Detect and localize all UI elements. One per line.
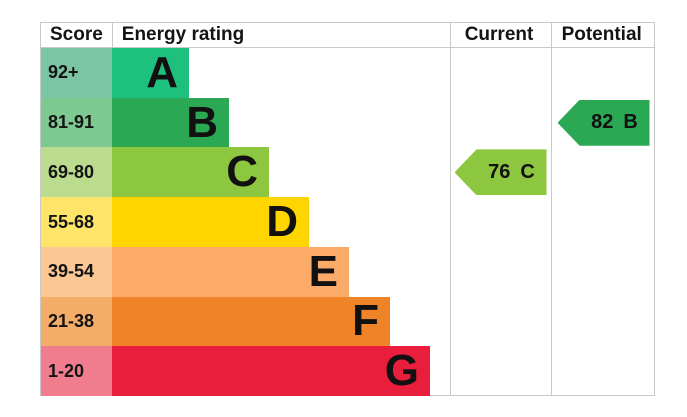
band-row-e: 39-54 E [41,246,450,297]
band-letter: E [308,246,338,296]
band-letter: A [146,47,178,97]
current-column-header: Current [464,24,534,45]
score-range-cell: 1-20 [41,346,112,397]
band-letter: G [384,346,419,396]
current-band-letter: C [520,160,535,183]
energy-rating-column-header: Energy rating [121,24,245,45]
band-row-b: 81-91 B [41,97,450,148]
potential-column-header: Potential [561,24,642,45]
band-row-c: 69-80 C [41,147,450,198]
score-range-cell: 55-68 [41,197,112,247]
score-column-header: Score [49,24,103,45]
band-row-g: 1-20 G [41,346,450,397]
band-bar-a: A [112,48,189,98]
band-bar-d: D [112,197,309,247]
potential-rating-arrow: 82 B [557,99,650,146]
band-bar-e: E [112,246,349,297]
band-bar-g: G [112,346,430,397]
header-row: Score Energy rating Current Potential [41,23,654,48]
band-letter: F [352,296,379,346]
band-row-f: 21-38 F [41,296,450,347]
band-letter: C [226,147,258,197]
potential-score-value: 82 [591,111,614,134]
score-range-cell: 81-91 [41,97,112,148]
band-bar-b: B [112,97,229,148]
band-letter: B [186,97,218,147]
band-bar-c: C [112,147,269,198]
band-letter: D [266,197,298,247]
current-potential-divider [551,23,552,395]
epc-rating-chart: Score Energy rating Current Potential 92… [40,22,655,397]
band-row-d: 55-68 D [41,197,450,247]
band-bar-f: F [112,296,390,347]
current-rating-arrow: 76 C [454,149,547,196]
score-rating-header-divider [112,23,113,48]
score-range-cell: 92+ [41,48,112,98]
bands-column: 92+ A 81-91 B 69-80 C 55-68 D 39-54 E 21… [41,48,450,397]
rating-current-divider [450,23,451,395]
score-range-cell: 39-54 [41,246,112,297]
current-score-value: 76 [488,160,511,183]
band-row-a: 92+ A [41,48,450,98]
potential-band-letter: B [623,111,638,134]
score-range-cell: 21-38 [41,296,112,347]
score-range-cell: 69-80 [41,147,112,198]
